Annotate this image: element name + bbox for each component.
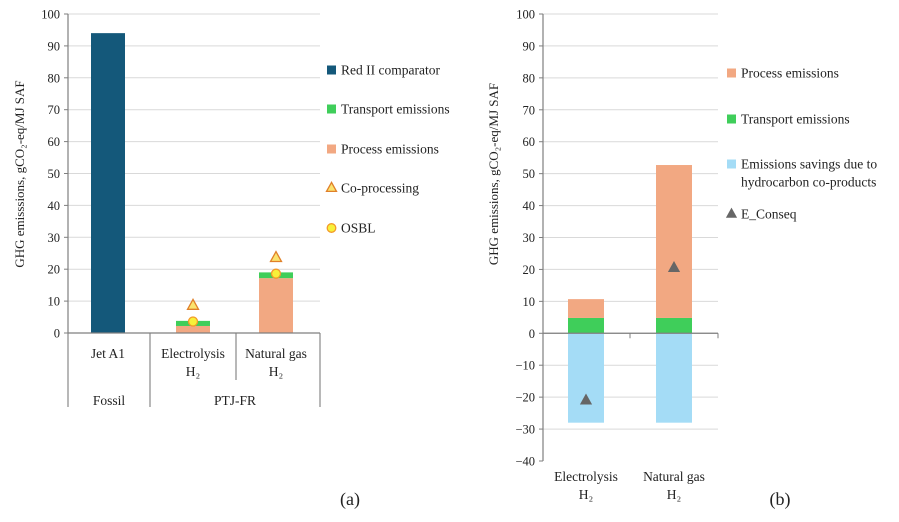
ytick-label-b: 20 bbox=[523, 263, 536, 277]
bar-b bbox=[568, 317, 604, 334]
legend-swatch-savings bbox=[727, 159, 736, 169]
group-label-ptj-fr: PTJ-FR bbox=[214, 393, 256, 408]
category-label-a: H₂ bbox=[269, 364, 283, 379]
ytick-label-b: 90 bbox=[523, 39, 536, 53]
ytick-label-a: 0 bbox=[54, 327, 60, 341]
legend-label-a: Transport emissions bbox=[341, 102, 450, 117]
legend-swatch-transport-a bbox=[327, 104, 336, 114]
ytick-label-b: −30 bbox=[515, 423, 535, 437]
ytick-label-b: −20 bbox=[515, 391, 535, 405]
legend-label-b: Emissions savings due to bbox=[741, 157, 877, 172]
bar-b bbox=[656, 333, 692, 423]
category-label-a: Jet A1 bbox=[91, 346, 125, 361]
ytick-label-b: 80 bbox=[523, 71, 536, 85]
ytick-label-b: 70 bbox=[523, 103, 536, 117]
bar-b bbox=[656, 317, 692, 334]
bar-a bbox=[259, 278, 293, 333]
econseq-marker bbox=[667, 260, 681, 272]
category-label-b: Electrolysis bbox=[554, 469, 618, 484]
legend-label-b: Process emissions bbox=[741, 66, 839, 81]
ytick-label-a: 50 bbox=[48, 167, 61, 181]
category-label-b: Natural gas bbox=[643, 469, 705, 484]
category-label-b: H₂ bbox=[579, 487, 593, 502]
ytick-label-a: 100 bbox=[41, 8, 60, 22]
ytick-label-a: 60 bbox=[48, 135, 61, 149]
legend-swatch-coprocessing bbox=[325, 181, 338, 193]
category-label-a: Natural gas bbox=[245, 346, 307, 361]
ytick-label-b: −40 bbox=[515, 455, 535, 469]
ytick-label-b: −10 bbox=[515, 359, 535, 373]
legend-swatch-econseq bbox=[725, 207, 738, 218]
ytick-label-b: 10 bbox=[523, 295, 536, 309]
ytick-label-a: 80 bbox=[48, 71, 61, 85]
legend-label-b: Transport emissions bbox=[741, 112, 850, 127]
panel-label-b: (b) bbox=[770, 489, 791, 510]
ytick-label-b: 60 bbox=[523, 135, 536, 149]
category-label-a: H₂ bbox=[186, 364, 200, 379]
group-label-fossil: Fossil bbox=[93, 393, 126, 408]
y-axis-title-b: GHG emissions, gCO₂-eq/MJ SAF bbox=[486, 83, 501, 265]
coprocessing-marker bbox=[186, 298, 200, 310]
ytick-label-a: 10 bbox=[48, 295, 61, 309]
legend-swatch-process-b bbox=[727, 68, 736, 78]
econseq-marker bbox=[579, 393, 593, 405]
bar-a bbox=[91, 33, 125, 333]
ytick-label-a: 30 bbox=[48, 231, 61, 245]
category-label-a: Electrolysis bbox=[161, 346, 225, 361]
legend-swatch-osbl bbox=[326, 223, 337, 233]
legend-label-a: Red II comparator bbox=[341, 63, 440, 78]
legend-label-b: E_Conseq bbox=[741, 207, 797, 222]
legend-swatch-red2 bbox=[327, 65, 336, 75]
osbl-marker bbox=[187, 316, 199, 327]
y-axis-title-a: GHG emisssions, gCO₂-eq/MJ SAF bbox=[12, 80, 27, 267]
panel-label-a: (a) bbox=[340, 489, 360, 510]
bar-a bbox=[176, 325, 210, 333]
ytick-label-b: 40 bbox=[523, 199, 536, 213]
ytick-label-b: 50 bbox=[523, 167, 536, 181]
legend-swatch-process-a bbox=[327, 144, 336, 154]
ytick-label-a: 70 bbox=[48, 103, 61, 117]
legend-swatch-transport-b bbox=[727, 114, 736, 124]
legend-label-a: OSBL bbox=[341, 221, 376, 236]
osbl-marker bbox=[270, 268, 282, 279]
ytick-label-b: 0 bbox=[529, 327, 535, 341]
bar-b bbox=[568, 299, 604, 318]
ytick-label-b: 30 bbox=[523, 231, 536, 245]
bar-b bbox=[568, 333, 604, 423]
legend-label-b: hydrocarbon co-products bbox=[741, 175, 876, 190]
legend-label-a: Process emissions bbox=[341, 142, 439, 157]
legend-label-a: Co-processing bbox=[341, 181, 419, 196]
ytick-label-b: 100 bbox=[516, 8, 535, 22]
bar-b bbox=[656, 165, 692, 318]
category-label-b: H₂ bbox=[667, 487, 681, 502]
ytick-label-a: 20 bbox=[48, 263, 61, 277]
ytick-label-a: 40 bbox=[48, 199, 61, 213]
ytick-label-a: 90 bbox=[48, 39, 61, 53]
coprocessing-marker bbox=[269, 250, 283, 263]
